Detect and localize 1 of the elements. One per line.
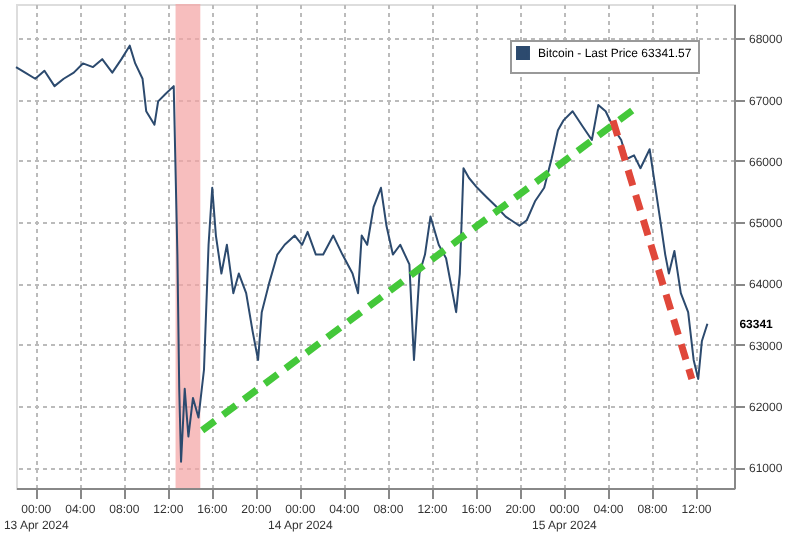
line-series (15, 44, 709, 463)
